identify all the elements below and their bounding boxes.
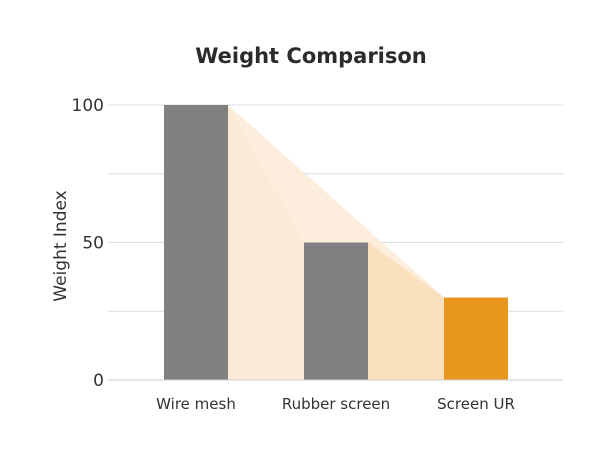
x-tick-label: Rubber screen bbox=[282, 395, 390, 413]
x-tick-label: Screen UR bbox=[437, 395, 515, 413]
bar-rubber-screen bbox=[304, 242, 368, 380]
y-tick-label: 100 bbox=[72, 96, 104, 116]
trend-fill-segment-highlight bbox=[368, 242, 444, 380]
bar-layer bbox=[164, 105, 508, 380]
y-axis-label: Weight Index bbox=[51, 190, 71, 301]
y-tick-label: 50 bbox=[82, 234, 104, 254]
x-tick-label: Wire mesh bbox=[156, 395, 236, 413]
bar-screen-ur bbox=[444, 297, 508, 380]
y-tick-label: 0 bbox=[93, 371, 104, 391]
chart-title: Weight Comparison bbox=[195, 44, 427, 68]
text-layer: Weight Comparison Weight Index 0 50 100 Wir… bbox=[51, 44, 515, 413]
bar-wire-mesh bbox=[164, 105, 228, 380]
